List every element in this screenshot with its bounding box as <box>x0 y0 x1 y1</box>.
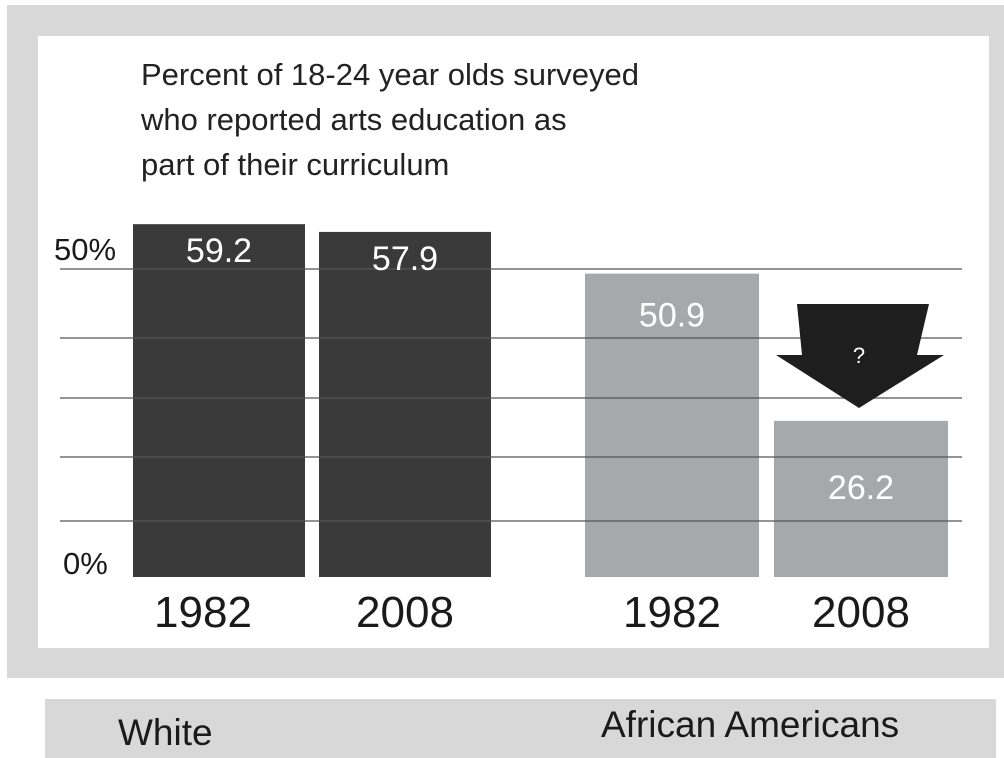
x-tick-label: 1982 <box>154 588 252 637</box>
group-label-bar <box>45 699 996 758</box>
bar-white-1982 <box>133 224 305 577</box>
down-arrow-icon <box>776 304 944 408</box>
chart-title-line: who reported arts education as <box>141 102 567 137</box>
bar-value-label: 26.2 <box>828 469 894 507</box>
chart-title-line: part of their curriculum <box>141 147 450 182</box>
x-tick-label: 1982 <box>623 588 721 637</box>
annotation-question-mark: ? <box>853 343 865 368</box>
group-label-white: White <box>118 712 213 753</box>
annotation-layer: ? <box>776 304 944 408</box>
labels-layer: 59.2 1982 57.9 2008 50.9 1982 26.2 2008 50% 0% <box>54 232 910 637</box>
bar-chart: 59.2 1982 57.9 2008 50.9 1982 26.2 2008 50% 0% ? <box>54 224 962 637</box>
y-tick-label: 50% <box>54 232 116 267</box>
chart-title: Percent of 18-24 year olds surveyed who … <box>141 52 741 187</box>
bars-layer <box>133 224 948 577</box>
bar-value-label: 50.9 <box>639 297 705 335</box>
group-label-african-americans: African Americans <box>601 704 900 745</box>
x-tick-label: 2008 <box>356 588 454 637</box>
bar-white-2008 <box>319 231 491 577</box>
y-tick-label: 0% <box>63 546 108 581</box>
chart-title-line: Percent of 18-24 year olds surveyed <box>141 57 639 92</box>
bar-african-americans-2008 <box>774 420 948 577</box>
x-tick-label: 2008 <box>812 588 910 637</box>
bar-value-label: 59.2 <box>186 232 252 270</box>
bar-african-americans-1982 <box>585 273 759 577</box>
bar-value-label: 57.9 <box>372 240 438 278</box>
